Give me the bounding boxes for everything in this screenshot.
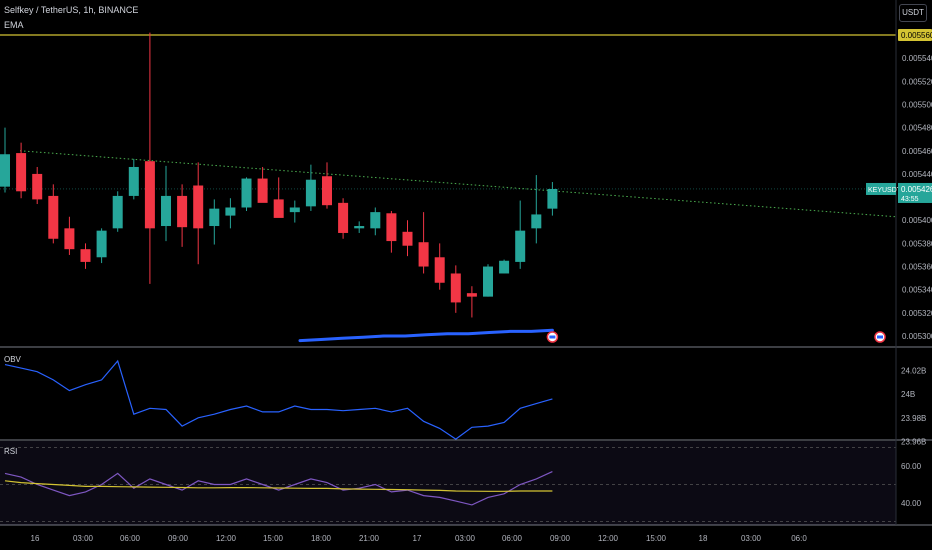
candle-body: [144, 161, 155, 229]
candle-body: [289, 207, 300, 213]
obv-tick-label: 24B: [901, 390, 915, 399]
candle-body: [499, 260, 510, 274]
candle-body: [128, 166, 139, 196]
candle-body: [483, 266, 493, 297]
main-pane: [0, 32, 897, 343]
symbol-title: Selfkey / TetherUS, 1h, BINANCE: [4, 5, 139, 15]
time-tick-label: 03:00: [455, 534, 476, 543]
rsi-tick-label: 60.00: [901, 462, 922, 471]
obv-pane: [4, 359, 553, 440]
candle-body: [16, 153, 27, 192]
time-tick-label: 03:00: [73, 534, 94, 543]
candle-body: [305, 179, 316, 207]
candle-body: [547, 188, 558, 209]
event-marker-flag: [877, 335, 883, 339]
candle-body: [80, 249, 91, 262]
candle-body: [450, 273, 461, 303]
candle-body: [515, 230, 526, 262]
alert-price-tag: [898, 29, 932, 41]
obv-label[interactable]: OBV: [4, 355, 21, 364]
time-tick-label: 06:0: [791, 534, 807, 543]
obv-tick-label: 23.96B: [901, 437, 926, 446]
candle-body: [418, 242, 429, 267]
candle-body: [161, 195, 171, 227]
obv-tick-label: 24.02B: [901, 366, 926, 375]
time-tick-label: 12:00: [216, 534, 237, 543]
candle-body: [209, 208, 220, 227]
countdown-label: 43:55: [901, 196, 919, 203]
candle-body: [177, 195, 188, 228]
time-tick-label: 06:00: [502, 534, 523, 543]
time-tick-label: 03:00: [741, 534, 762, 543]
time-tick-label: 09:00: [168, 534, 189, 543]
symbol-tag-bg: [866, 182, 896, 195]
candle-body: [48, 195, 59, 239]
candle-body: [32, 173, 43, 200]
rsi-tick-label: 40.00: [901, 499, 922, 508]
last-price-bg: [898, 182, 932, 203]
currency-button[interactable]: USDT: [899, 4, 927, 22]
time-tick-label: 12:00: [598, 534, 619, 543]
event-marker-flag: [549, 335, 556, 339]
ema-indicator-label[interactable]: EMA: [4, 20, 24, 30]
time-tick-label: 15:00: [646, 534, 667, 543]
candle-body: [0, 154, 10, 187]
alert-price-label: 0.005560: [901, 31, 932, 40]
time-tick-label: 17: [413, 534, 422, 543]
obv-tick-label: 23.98B: [901, 414, 926, 423]
time-tick-label: 15:00: [263, 534, 284, 543]
time-tick-label: 21:00: [359, 534, 380, 543]
time-tick-label: 16: [31, 534, 40, 543]
time-tick-label: 18:00: [311, 534, 332, 543]
candle-body: [402, 231, 413, 246]
candle-body: [434, 257, 445, 283]
symbol-tag: KEYUSDT: [868, 187, 902, 194]
candle-body: [466, 293, 477, 297]
rsi-background: [0, 441, 896, 525]
candle-body: [354, 226, 365, 229]
candle-body: [193, 185, 204, 229]
obv-line: [4, 359, 553, 440]
ema-line: [298, 328, 554, 343]
candle-body: [96, 230, 107, 258]
candle-body: [370, 212, 381, 229]
rsi-ma-line: [4, 480, 553, 492]
candle-body: [386, 213, 397, 242]
trend-line: [19, 150, 897, 218]
candle-body: [338, 202, 349, 233]
candle-body: [225, 207, 236, 216]
rsi-pane: [0, 441, 896, 525]
candle-body: [322, 176, 332, 206]
candle-body: [273, 199, 284, 218]
time-tick-label: 09:00: [550, 534, 571, 543]
candle-body: [112, 195, 123, 229]
time-tick-label: 06:00: [120, 534, 141, 543]
time-tick-label: 18: [699, 534, 708, 543]
rsi-label[interactable]: RSI: [4, 447, 18, 456]
candle-body: [257, 178, 268, 203]
last-price-label: 0.005426: [901, 185, 932, 194]
candle-body: [531, 214, 542, 229]
candle-body: [241, 178, 252, 208]
candle-body: [64, 228, 75, 250]
